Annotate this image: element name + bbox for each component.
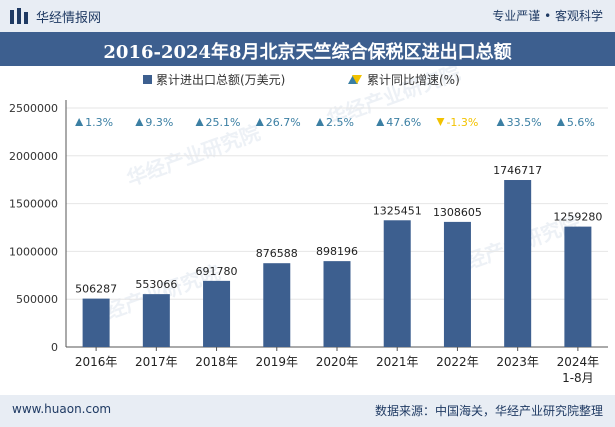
growth-label: 33.5% — [507, 116, 542, 129]
bar — [263, 263, 291, 347]
bar-value-label: 1259280 — [553, 211, 602, 224]
growth-label: 47.6% — [386, 116, 421, 129]
y-tick-label: 0 — [51, 341, 58, 354]
growth-up-icon — [195, 118, 204, 126]
growth-down-icon — [436, 118, 445, 126]
bar-value-label: 876588 — [256, 247, 298, 260]
bar-value-label: 1746717 — [493, 164, 542, 177]
legend-up-triangle-icon — [348, 75, 358, 84]
x-tick-label: 2019年 — [256, 355, 299, 369]
x-tick-label: 2018年 — [195, 355, 238, 369]
x-tick-label: 2023年 — [496, 355, 539, 369]
bar — [443, 221, 471, 347]
legend-down-triangle-icon — [352, 75, 362, 84]
y-tick-label: 2500000 — [9, 102, 58, 115]
bottom-banner — [0, 395, 615, 427]
growth-label: 1.3% — [85, 116, 113, 129]
legend-bar-swatch — [143, 75, 152, 84]
growth-label: 9.3% — [145, 116, 173, 129]
y-tick-label: 500000 — [16, 293, 58, 306]
growth-label: 26.7% — [266, 116, 301, 129]
growth-label: 2.5% — [326, 116, 354, 129]
y-tick-label: 2000000 — [9, 150, 58, 163]
legend-growth-label: 累计同比增速(%) — [367, 73, 460, 87]
growth-label: 5.6% — [567, 116, 595, 129]
bar-chart: 华经产业研究院华经产业研究院华经产业研究院华经产业研究院累计进出口总额(万美元)… — [9, 66, 608, 385]
x-tick-label: 2022年 — [436, 355, 479, 369]
bar — [203, 280, 231, 347]
x-tick-label: 1-8月 — [562, 371, 594, 385]
growth-up-icon — [316, 118, 324, 126]
y-tick-label: 1500000 — [9, 198, 58, 211]
bar — [383, 220, 411, 347]
growth-up-icon — [376, 118, 385, 126]
growth-up-icon — [255, 118, 264, 126]
bar-value-label: 1308605 — [433, 206, 482, 219]
x-tick-label: 2021年 — [376, 355, 419, 369]
growth-label: -1.3% — [446, 116, 478, 129]
data-source: 数据来源：中国海关，华经产业研究院整理 — [374, 404, 603, 418]
bar-value-label: 506287 — [75, 283, 117, 296]
x-tick-label: 2024年 — [557, 355, 600, 369]
growth-label: 25.1% — [206, 116, 241, 129]
bar — [142, 294, 170, 347]
x-tick-label: 2017年 — [135, 355, 178, 369]
top-banner — [0, 0, 615, 32]
slogan: 专业严谨 • 客观科学 — [492, 9, 603, 23]
title-banner — [0, 32, 615, 66]
bar-value-label: 898196 — [316, 245, 358, 258]
x-tick-label: 2020年 — [316, 355, 359, 369]
bar — [82, 298, 110, 347]
y-tick-label: 1000000 — [9, 245, 58, 258]
bar-value-label: 553066 — [135, 278, 177, 291]
x-tick-label: 2016年 — [75, 355, 118, 369]
chart-title: 2016-2024年8月北京天竺综合保税区进出口总额 — [103, 42, 512, 63]
bar — [323, 261, 351, 347]
growth-up-icon — [496, 118, 505, 126]
bar-value-label: 691780 — [196, 265, 238, 278]
brand-name[interactable]: 华经情报网 — [36, 11, 102, 26]
huajing-logo-icon — [10, 8, 28, 24]
bar-value-label: 1325451 — [373, 204, 422, 217]
bar — [564, 226, 592, 347]
legend-bar-label: 累计进出口总额(万美元) — [156, 73, 285, 87]
growth-up-icon — [135, 118, 144, 126]
growth-up-icon — [75, 118, 84, 126]
bar — [504, 180, 532, 347]
growth-up-icon — [556, 118, 565, 126]
website-link[interactable]: www.huaon.com — [12, 402, 112, 416]
